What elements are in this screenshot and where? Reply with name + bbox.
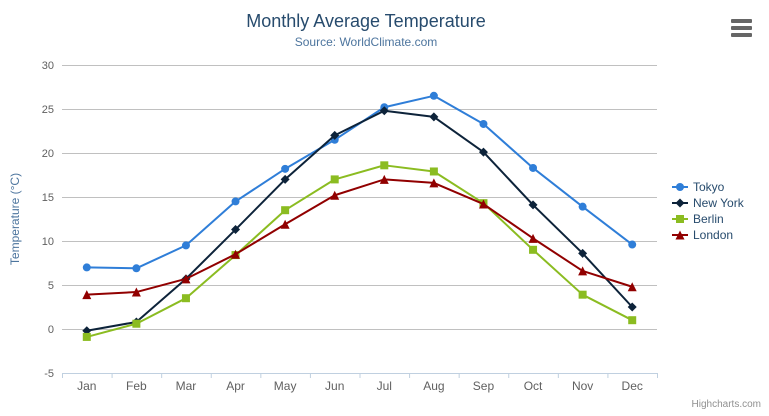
circle-marker [281, 164, 290, 173]
y-axis-label: 15 [42, 192, 54, 204]
triangle-marker [379, 174, 389, 184]
chart-subtitle: Source: WorldClimate.com [294, 35, 438, 49]
legend-marker-tokyo [672, 183, 688, 191]
chart-title: Monthly Average Temperature [246, 11, 486, 31]
legend-label-london: London [693, 228, 734, 242]
circle-marker [578, 202, 587, 211]
diamond-marker [280, 174, 290, 184]
diamond-marker [675, 198, 685, 208]
square-marker [380, 161, 389, 170]
triangle-marker [478, 199, 488, 209]
legend-label-tokyo: Tokyo [693, 180, 725, 194]
triangle-marker [280, 219, 290, 229]
series-tokyo [82, 91, 637, 273]
hamburger-icon [731, 19, 752, 23]
legend-item-london[interactable]: London [672, 227, 744, 243]
legend-item-berlin[interactable]: Berlin [672, 211, 744, 227]
square-marker [132, 319, 141, 328]
square-marker [529, 245, 538, 254]
series-new-york [82, 106, 637, 336]
series-line-new-york [86, 109, 633, 332]
legend-item-new-york[interactable]: New York [672, 195, 744, 211]
series-line-berlin [86, 164, 633, 338]
triangle-marker [330, 190, 340, 200]
circle-marker [82, 263, 91, 272]
triangle-marker [627, 282, 637, 292]
x-axis-label: Mar [176, 379, 197, 393]
x-axis-label: Jun [325, 379, 344, 393]
hamburger-icon [731, 26, 752, 30]
y-axis-title: Temperature (°C) [8, 173, 22, 265]
y-axis-label: 5 [48, 280, 54, 292]
diamond-marker [478, 147, 488, 157]
x-axis-label: Aug [423, 379, 444, 393]
triangle-marker [429, 178, 439, 188]
triangle-marker [675, 230, 685, 240]
series-line-tokyo [86, 94, 633, 270]
square-marker [82, 332, 91, 341]
triangle-marker [231, 249, 241, 259]
square-marker [330, 175, 339, 184]
series-line-london [86, 178, 633, 296]
square-marker [676, 215, 684, 223]
circle-marker [676, 183, 684, 191]
diamond-marker [578, 248, 588, 258]
x-axis-label: Apr [226, 379, 245, 393]
circle-marker [132, 264, 141, 273]
square-marker [181, 294, 190, 303]
series-london [82, 174, 637, 300]
y-axis-label: 25 [42, 104, 54, 116]
legend-item-tokyo[interactable]: Tokyo [672, 179, 744, 195]
diamond-marker [429, 112, 439, 122]
x-axis-label: May [274, 379, 297, 393]
circle-marker [628, 240, 637, 249]
square-marker [628, 316, 637, 325]
legend-marker-london [672, 230, 688, 240]
circle-marker [231, 197, 240, 206]
x-axis-label: Feb [126, 379, 147, 393]
y-axis-label: 30 [42, 60, 54, 72]
circle-marker [181, 241, 190, 250]
square-marker [281, 206, 290, 215]
square-marker [429, 167, 438, 176]
credits-link[interactable]: Highcharts.com [691, 399, 761, 410]
square-marker [578, 290, 587, 299]
diamond-marker [627, 302, 637, 312]
x-axis-label: Oct [524, 379, 543, 393]
y-axis-label: 0 [48, 324, 54, 336]
triangle-marker [131, 287, 141, 297]
triangle-marker [528, 233, 538, 243]
legend: Tokyo New York Berlin London [672, 179, 744, 243]
diamond-marker [379, 106, 389, 116]
legend-marker-berlin [672, 215, 688, 223]
y-axis-label: 20 [42, 148, 54, 160]
diamond-marker [528, 200, 538, 210]
export-menu-button[interactable] [731, 19, 752, 37]
legend-marker-new-york [672, 198, 688, 208]
x-axis-label: Jul [377, 379, 392, 393]
diamond-marker [330, 130, 340, 140]
legend-label-berlin: Berlin [693, 212, 724, 226]
circle-marker [529, 163, 538, 172]
diamond-marker [231, 225, 241, 235]
legend-label-new-york: New York [693, 196, 744, 210]
x-axis-label: Sep [473, 379, 495, 393]
triangle-marker [578, 266, 588, 276]
x-axis-label: Nov [572, 379, 593, 393]
circle-marker [479, 119, 488, 128]
triangle-marker [82, 290, 92, 300]
x-axis-label: Jan [77, 379, 96, 393]
triangle-marker [181, 274, 191, 284]
circle-marker [429, 91, 438, 100]
y-axis-label: 10 [42, 236, 54, 248]
hamburger-icon [731, 33, 752, 37]
x-axis-label: Dec [622, 379, 643, 393]
y-axis-label: -5 [44, 368, 54, 380]
